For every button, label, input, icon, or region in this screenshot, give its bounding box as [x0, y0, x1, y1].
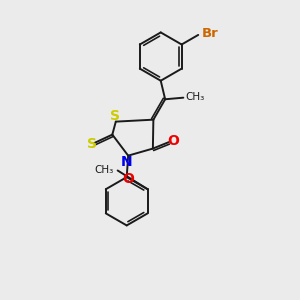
- Text: S: S: [87, 137, 98, 151]
- Text: O: O: [167, 134, 179, 148]
- Text: O: O: [122, 172, 134, 186]
- Text: S: S: [110, 109, 120, 123]
- Text: N: N: [121, 155, 133, 169]
- Text: CH₃: CH₃: [186, 92, 205, 102]
- Text: CH₃: CH₃: [95, 165, 114, 175]
- Text: Br: Br: [202, 27, 218, 40]
